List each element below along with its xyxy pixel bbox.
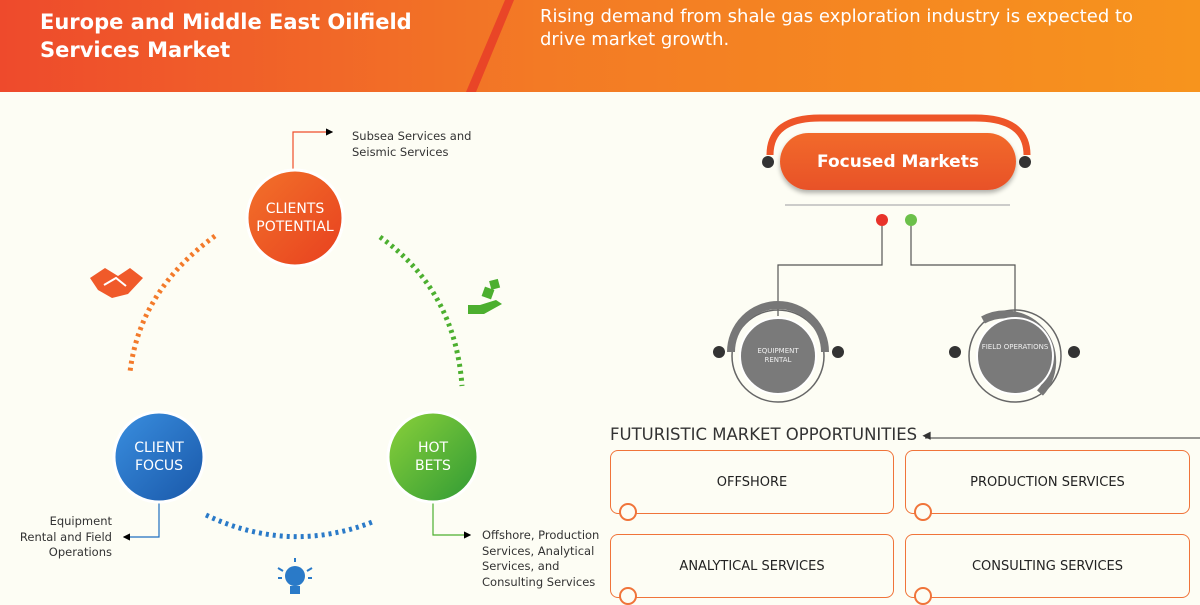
blue-dotted-arc (204, 512, 376, 540)
opportunity-production-services: PRODUCTION SERVICES (905, 450, 1190, 521)
market-equipment-rental: EQUIPMENT RENTAL (757, 347, 799, 364)
ring-icon (914, 587, 932, 605)
orange-dotted-arc (127, 233, 217, 373)
focused-arc (766, 114, 1031, 156)
ring-icon (914, 503, 932, 521)
ring-icon (619, 503, 637, 521)
opportunity-label: CONSULTING SERVICES (971, 558, 1124, 574)
client-focus-label: CLIENT FOCUS (134, 440, 184, 474)
opportunity-analytical-services: ANALYTICAL SERVICES (610, 534, 894, 605)
hot-bets-note: Offshore, Production Services, Analytica… (482, 528, 600, 589)
header-banner (0, 0, 1200, 92)
opportunities-title: FUTURISTIC MARKET OPPORTUNITIES ◂ (610, 425, 931, 444)
opportunities-title-text: FUTURISTIC MARKET OPPORTUNITIES (610, 425, 918, 444)
ring-icon (619, 587, 637, 605)
opportunity-label: PRODUCTION SERVICES (970, 474, 1125, 490)
lightbulb-icon (277, 558, 313, 594)
hand-dice-icon (468, 278, 502, 314)
opportunity-label: OFFSHORE (716, 474, 788, 490)
clients-potential-label: CLIENTS POTENTIAL (256, 201, 334, 235)
client-focus-note: Equipment Rental and Field Operations (19, 514, 112, 559)
handshake-icon (90, 268, 143, 298)
opportunity-consulting-services: CONSULTING SERVICES (905, 534, 1190, 605)
market-field-operations: FIELD OPERATIONS (981, 343, 1049, 351)
tagline: Rising demand from shale gas exploration… (540, 6, 1134, 50)
green-dotted-arc (378, 234, 465, 387)
clients-potential-note: Subsea Services and Seismic Services (352, 129, 472, 159)
opportunity-label: ANALYTICAL SERVICES (679, 558, 825, 574)
header-divider (466, 0, 514, 92)
focused-markets-title: Focused Markets (780, 133, 1016, 190)
hot-bets-label: HOT BETS (415, 440, 451, 474)
page-title: Europe and Middle East Oilfield Services… (40, 10, 412, 62)
triangle-left-icon: ◂ (922, 425, 931, 444)
opportunity-offshore: OFFSHORE (610, 450, 894, 521)
